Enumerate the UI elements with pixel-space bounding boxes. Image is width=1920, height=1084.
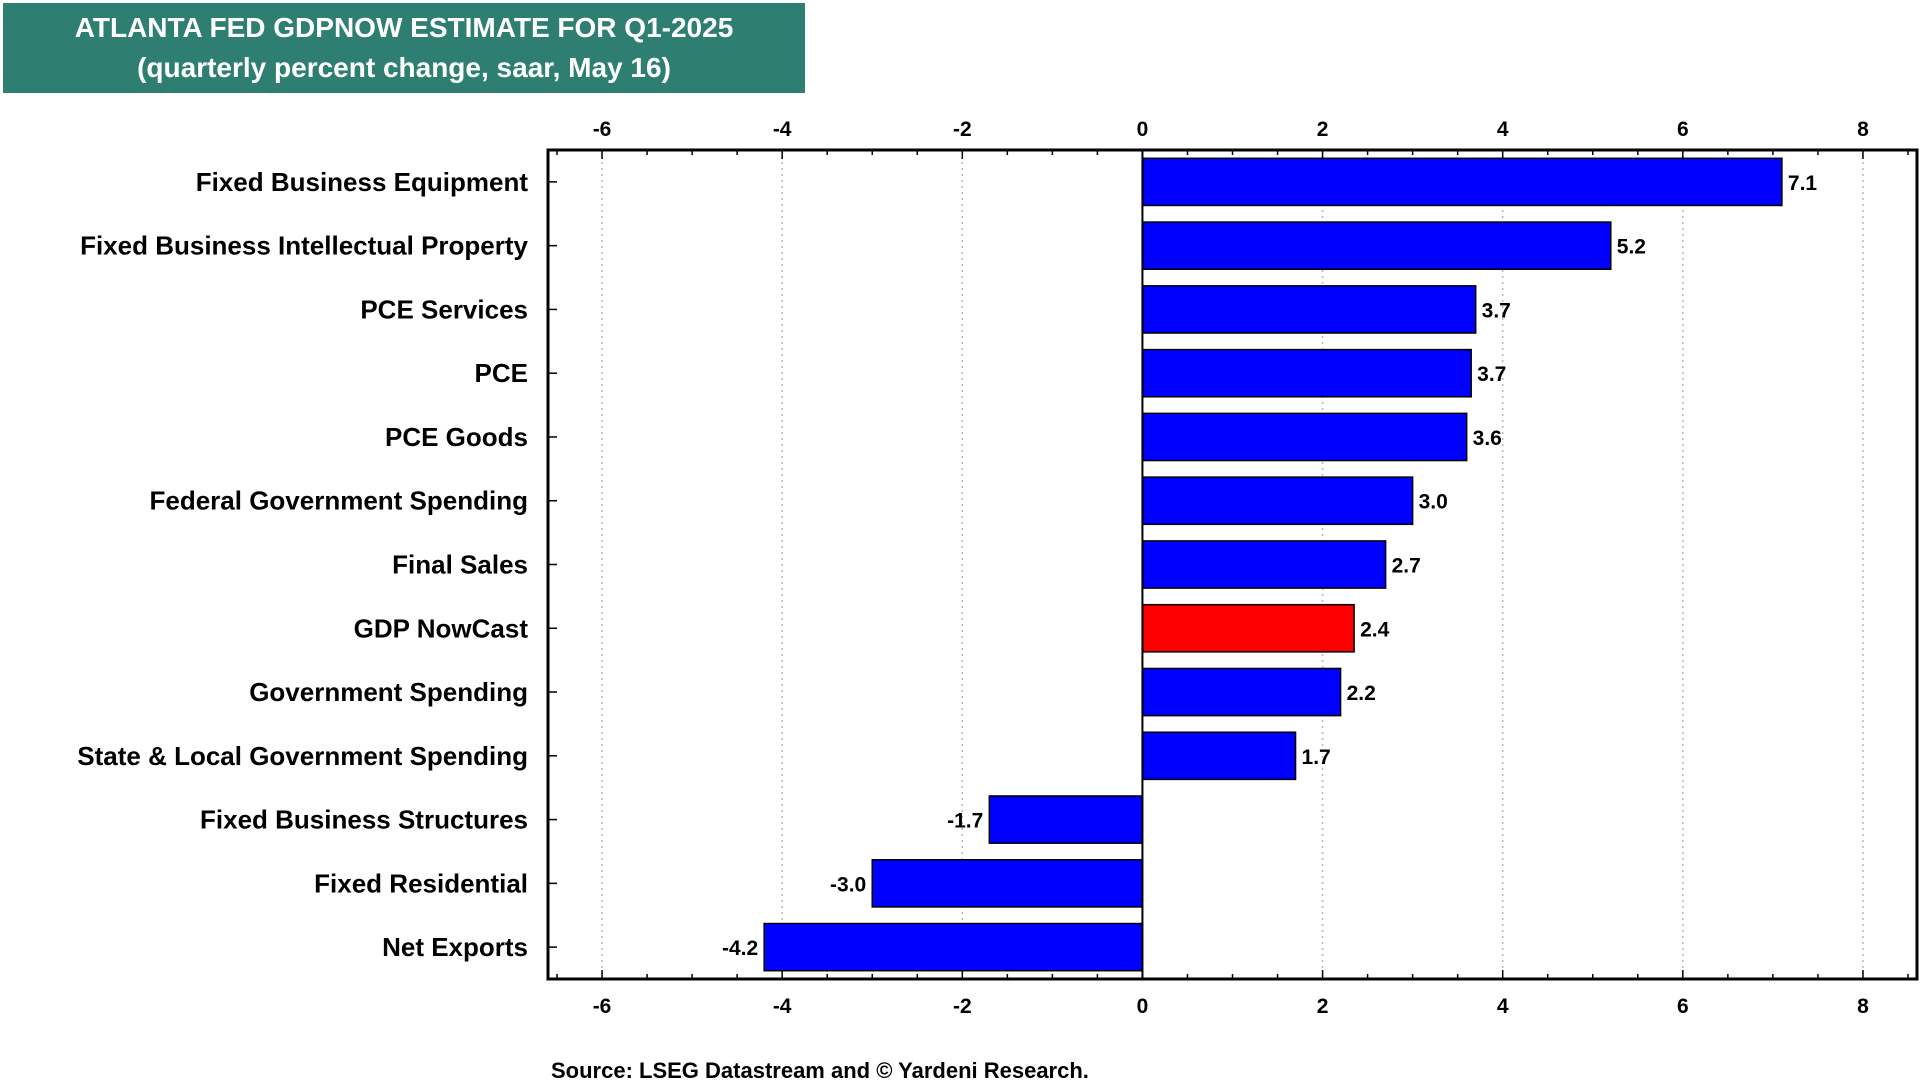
x-tick-label-bottom: 2	[1317, 995, 1329, 1018]
x-tick-label-top: 0	[1137, 118, 1149, 141]
category-label: GDP NowCast	[354, 613, 529, 643]
bar-value-label: 2.4	[1360, 618, 1390, 641]
bar	[1141, 476, 1414, 526]
chart-subtitle: (quarterly percent change, saar, May 16)	[137, 52, 671, 83]
bar	[1141, 221, 1612, 270]
x-tick-label-top: 2	[1317, 118, 1329, 141]
x-tick-label-top: 6	[1677, 118, 1689, 141]
category-label: PCE Services	[360, 294, 528, 324]
category-label: PCE Goods	[385, 422, 528, 452]
bar-value-label: 5.2	[1617, 236, 1646, 259]
bar	[763, 922, 1144, 972]
chart-title: ATLANTA FED GDPNOW ESTIMATE FOR Q1-2025	[74, 12, 734, 43]
bar-value-label: 2.7	[1392, 555, 1421, 578]
bar-value-label: 3.0	[1419, 491, 1448, 514]
bar-value-label: 3.6	[1473, 427, 1502, 450]
bar-value-label: 3.7	[1482, 299, 1511, 322]
bar	[1141, 603, 1355, 653]
bar	[1141, 731, 1297, 781]
bar	[1141, 157, 1783, 207]
x-tick-label-top: 8	[1857, 118, 1869, 141]
x-tick-label-bottom: -6	[593, 995, 612, 1018]
bar	[1141, 348, 1472, 398]
bar	[1141, 540, 1387, 589]
x-tick-label-bottom: -4	[773, 995, 792, 1018]
source-note: Source: LSEG Datastream and © Yardeni Re…	[551, 1058, 1089, 1083]
x-tick-label-bottom: 4	[1497, 995, 1509, 1018]
x-tick-label-bottom: 6	[1677, 995, 1689, 1018]
bar-value-label: 1.7	[1302, 746, 1331, 769]
x-tick-label-top: -2	[953, 118, 972, 141]
bar	[988, 795, 1144, 844]
x-tick-label-bottom: 0	[1137, 995, 1149, 1018]
bar-value-label: 2.2	[1347, 682, 1376, 705]
category-label: Government Spending	[249, 677, 528, 707]
x-tick-label-bottom: 8	[1857, 995, 1869, 1018]
chart-title-box: ATLANTA FED GDPNOW ESTIMATE FOR Q1-2025 …	[3, 3, 805, 93]
category-label: Final Sales	[392, 550, 528, 580]
bar-value-label: 7.1	[1788, 172, 1818, 195]
category-label: Fixed Residential	[314, 868, 528, 898]
bar	[1141, 667, 1342, 717]
plot-frame	[546, 148, 1919, 981]
x-tick-label-top: -6	[593, 118, 612, 141]
bar-value-label: 3.7	[1477, 363, 1506, 386]
x-tick-label-top: -4	[773, 118, 792, 141]
category-label: Fixed Business Structures	[200, 805, 528, 835]
bar-value-label: -4.2	[722, 937, 758, 960]
category-label: Fixed Business Equipment	[196, 167, 529, 197]
x-tick-label-top: 4	[1497, 118, 1509, 141]
bar-value-label: -3.0	[830, 873, 866, 896]
category-label: Federal Government Spending	[149, 486, 528, 516]
bar	[1141, 412, 1468, 462]
bar-value-label: -1.7	[947, 810, 983, 833]
bar	[1141, 285, 1477, 334]
x-tick-label-bottom: -2	[953, 995, 972, 1018]
bar	[871, 859, 1144, 908]
category-label: Fixed Business Intellectual Property	[80, 231, 528, 261]
category-label: State & Local Government Spending	[77, 741, 528, 771]
category-label: Net Exports	[382, 932, 528, 962]
category-label: PCE	[475, 358, 528, 388]
